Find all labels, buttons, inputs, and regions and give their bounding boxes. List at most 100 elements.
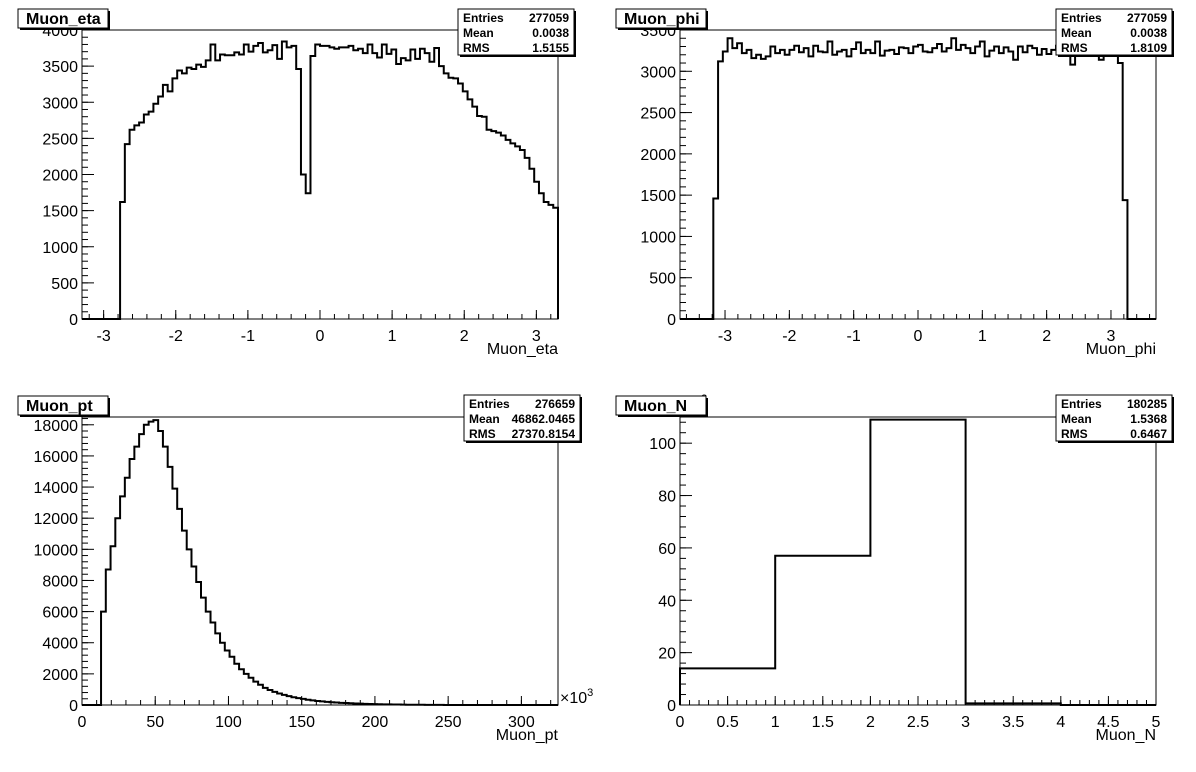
x-tick-label: 0	[78, 714, 87, 731]
y-tick-label: 60	[658, 541, 676, 558]
y-tick-label: 18000	[34, 418, 79, 435]
x-tick-label: 50	[146, 714, 164, 731]
y-tick-label: 0	[667, 312, 676, 329]
title-box	[17, 8, 109, 29]
stats-mean-value: 0.0038	[1130, 26, 1167, 40]
x-tick-label: -1	[847, 328, 861, 345]
x-tick-label: 0	[914, 328, 923, 345]
y-tick-label: 2000	[42, 667, 78, 684]
x-tick-label: 1.5	[812, 714, 834, 731]
y-tick-label: 80	[658, 489, 676, 506]
stats-rms-value: 1.8109	[1130, 41, 1167, 55]
plot-frame	[81, 29, 559, 320]
y-tick-label: 0	[667, 698, 676, 715]
stats-mean-label: Mean	[1061, 412, 1092, 426]
stats-mean-value: 1.5368	[1130, 412, 1167, 426]
x-tick-label: 3	[961, 714, 970, 731]
x-axis-label: Muon_eta	[487, 341, 558, 358]
stats-entries-label: Entries	[1061, 397, 1102, 411]
x-tick-label: 2	[866, 714, 875, 731]
histogram-muon-n: 00.511.522.533.544.55020406080100Muon_N×…	[615, 393, 1174, 744]
stats-entries-label: Entries	[463, 11, 504, 25]
x-tick-label: 2	[460, 328, 469, 345]
stats-rms-label: RMS	[463, 41, 490, 55]
x-tick-label: -1	[241, 328, 255, 345]
x-tick-label: -2	[782, 328, 796, 345]
y-tick-label: 2000	[42, 168, 78, 185]
y-tick-label: 20	[658, 646, 676, 663]
stats-box	[463, 394, 581, 442]
y-tick-label: 3500	[42, 59, 78, 76]
stats-entries-label: Entries	[469, 397, 510, 411]
y-tick-label: 8000	[42, 573, 78, 590]
histogram-series	[679, 418, 1156, 706]
x-tick-label: 250	[435, 714, 462, 731]
x-tick-label: 300	[508, 714, 535, 731]
stats-box	[457, 8, 575, 56]
histogram-title: Muon_eta	[26, 11, 101, 28]
plot-frame	[679, 416, 1157, 706]
x-tick-label: 2.5	[907, 714, 929, 731]
y-tick-label: 2500	[640, 106, 676, 123]
y-tick-label: 40	[658, 593, 676, 610]
y-tick-label: 1000	[42, 240, 78, 257]
plot-frame	[81, 416, 559, 706]
histogram-title: Muon_phi	[624, 11, 700, 28]
x-tick-label: 100	[215, 714, 242, 731]
x-axis-multiplier: ×103	[560, 687, 593, 707]
y-tick-label: 14000	[34, 480, 79, 497]
x-axis-label: Muon_phi	[1086, 341, 1156, 358]
stats-mean-label: Mean	[463, 26, 494, 40]
x-tick-label: 3	[532, 328, 541, 345]
y-tick-label: 3000	[640, 64, 676, 81]
x-tick-label: 1	[771, 714, 780, 731]
plot-frame	[679, 29, 1157, 320]
title-box	[17, 395, 109, 416]
y-tick-label: 10000	[34, 542, 79, 559]
stats-mean-label: Mean	[1061, 26, 1092, 40]
y-tick-label: 0	[69, 312, 78, 329]
x-tick-label: 1	[388, 328, 397, 345]
stats-rms-label: RMS	[1061, 41, 1088, 55]
title-box	[615, 8, 707, 29]
y-tick-label: 1000	[640, 229, 676, 246]
y-tick-label: 2500	[42, 131, 78, 148]
x-tick-label: -3	[718, 328, 732, 345]
x-tick-label: 4.5	[1097, 714, 1119, 731]
x-tick-label: 200	[362, 714, 389, 731]
x-tick-label: -3	[97, 328, 111, 345]
y-tick-label: 1500	[42, 204, 78, 221]
stats-mean-label: Mean	[469, 412, 500, 426]
x-tick-label: 0	[676, 714, 685, 731]
x-tick-label: 3.5	[1002, 714, 1024, 731]
y-tick-label: 500	[51, 276, 78, 293]
stats-rms-label: RMS	[469, 427, 496, 441]
x-tick-label: 3	[1107, 328, 1116, 345]
stats-entries-label: Entries	[1061, 11, 1102, 25]
stats-rms-value: 1.5155	[532, 41, 569, 55]
y-tick-label: 4000	[42, 636, 78, 653]
stats-entries-value: 277059	[529, 11, 569, 25]
x-axis-label: Muon_pt	[496, 727, 559, 744]
histogram-series	[680, 37, 1156, 320]
y-tick-label: 16000	[34, 449, 79, 466]
y-tick-label: 6000	[42, 605, 78, 622]
histogram-series	[82, 419, 558, 706]
stats-mean-value: 0.0038	[532, 26, 569, 40]
y-tick-label: 0	[69, 698, 78, 715]
x-tick-label: -2	[169, 328, 183, 345]
y-tick-label: 2000	[640, 147, 676, 164]
stats-rms-value: 27370.8154	[512, 427, 576, 441]
histogram-series	[82, 40, 559, 320]
x-tick-label: 0.5	[716, 714, 738, 731]
histogram-muon-pt: 0 50 100 150 200 250 300 0 2000 4000 6000 8000 10000…	[17, 394, 593, 744]
x-tick-label: 150	[288, 714, 315, 731]
x-tick-label: 4	[1056, 714, 1065, 731]
x-tick-label: 1	[978, 328, 987, 345]
x-tick-label: 5	[1152, 714, 1161, 731]
x-tick-label: 2	[1042, 328, 1051, 345]
histogram-muon-phi: -3 -2 -1 0 1 2 30500100015002000250030003500Mu…	[615, 8, 1174, 358]
x-tick-label: 0	[316, 328, 325, 345]
histogram-muon-eta: -3 -2 -1 0 1 2 3050010001500200025003000350040…	[17, 8, 576, 358]
